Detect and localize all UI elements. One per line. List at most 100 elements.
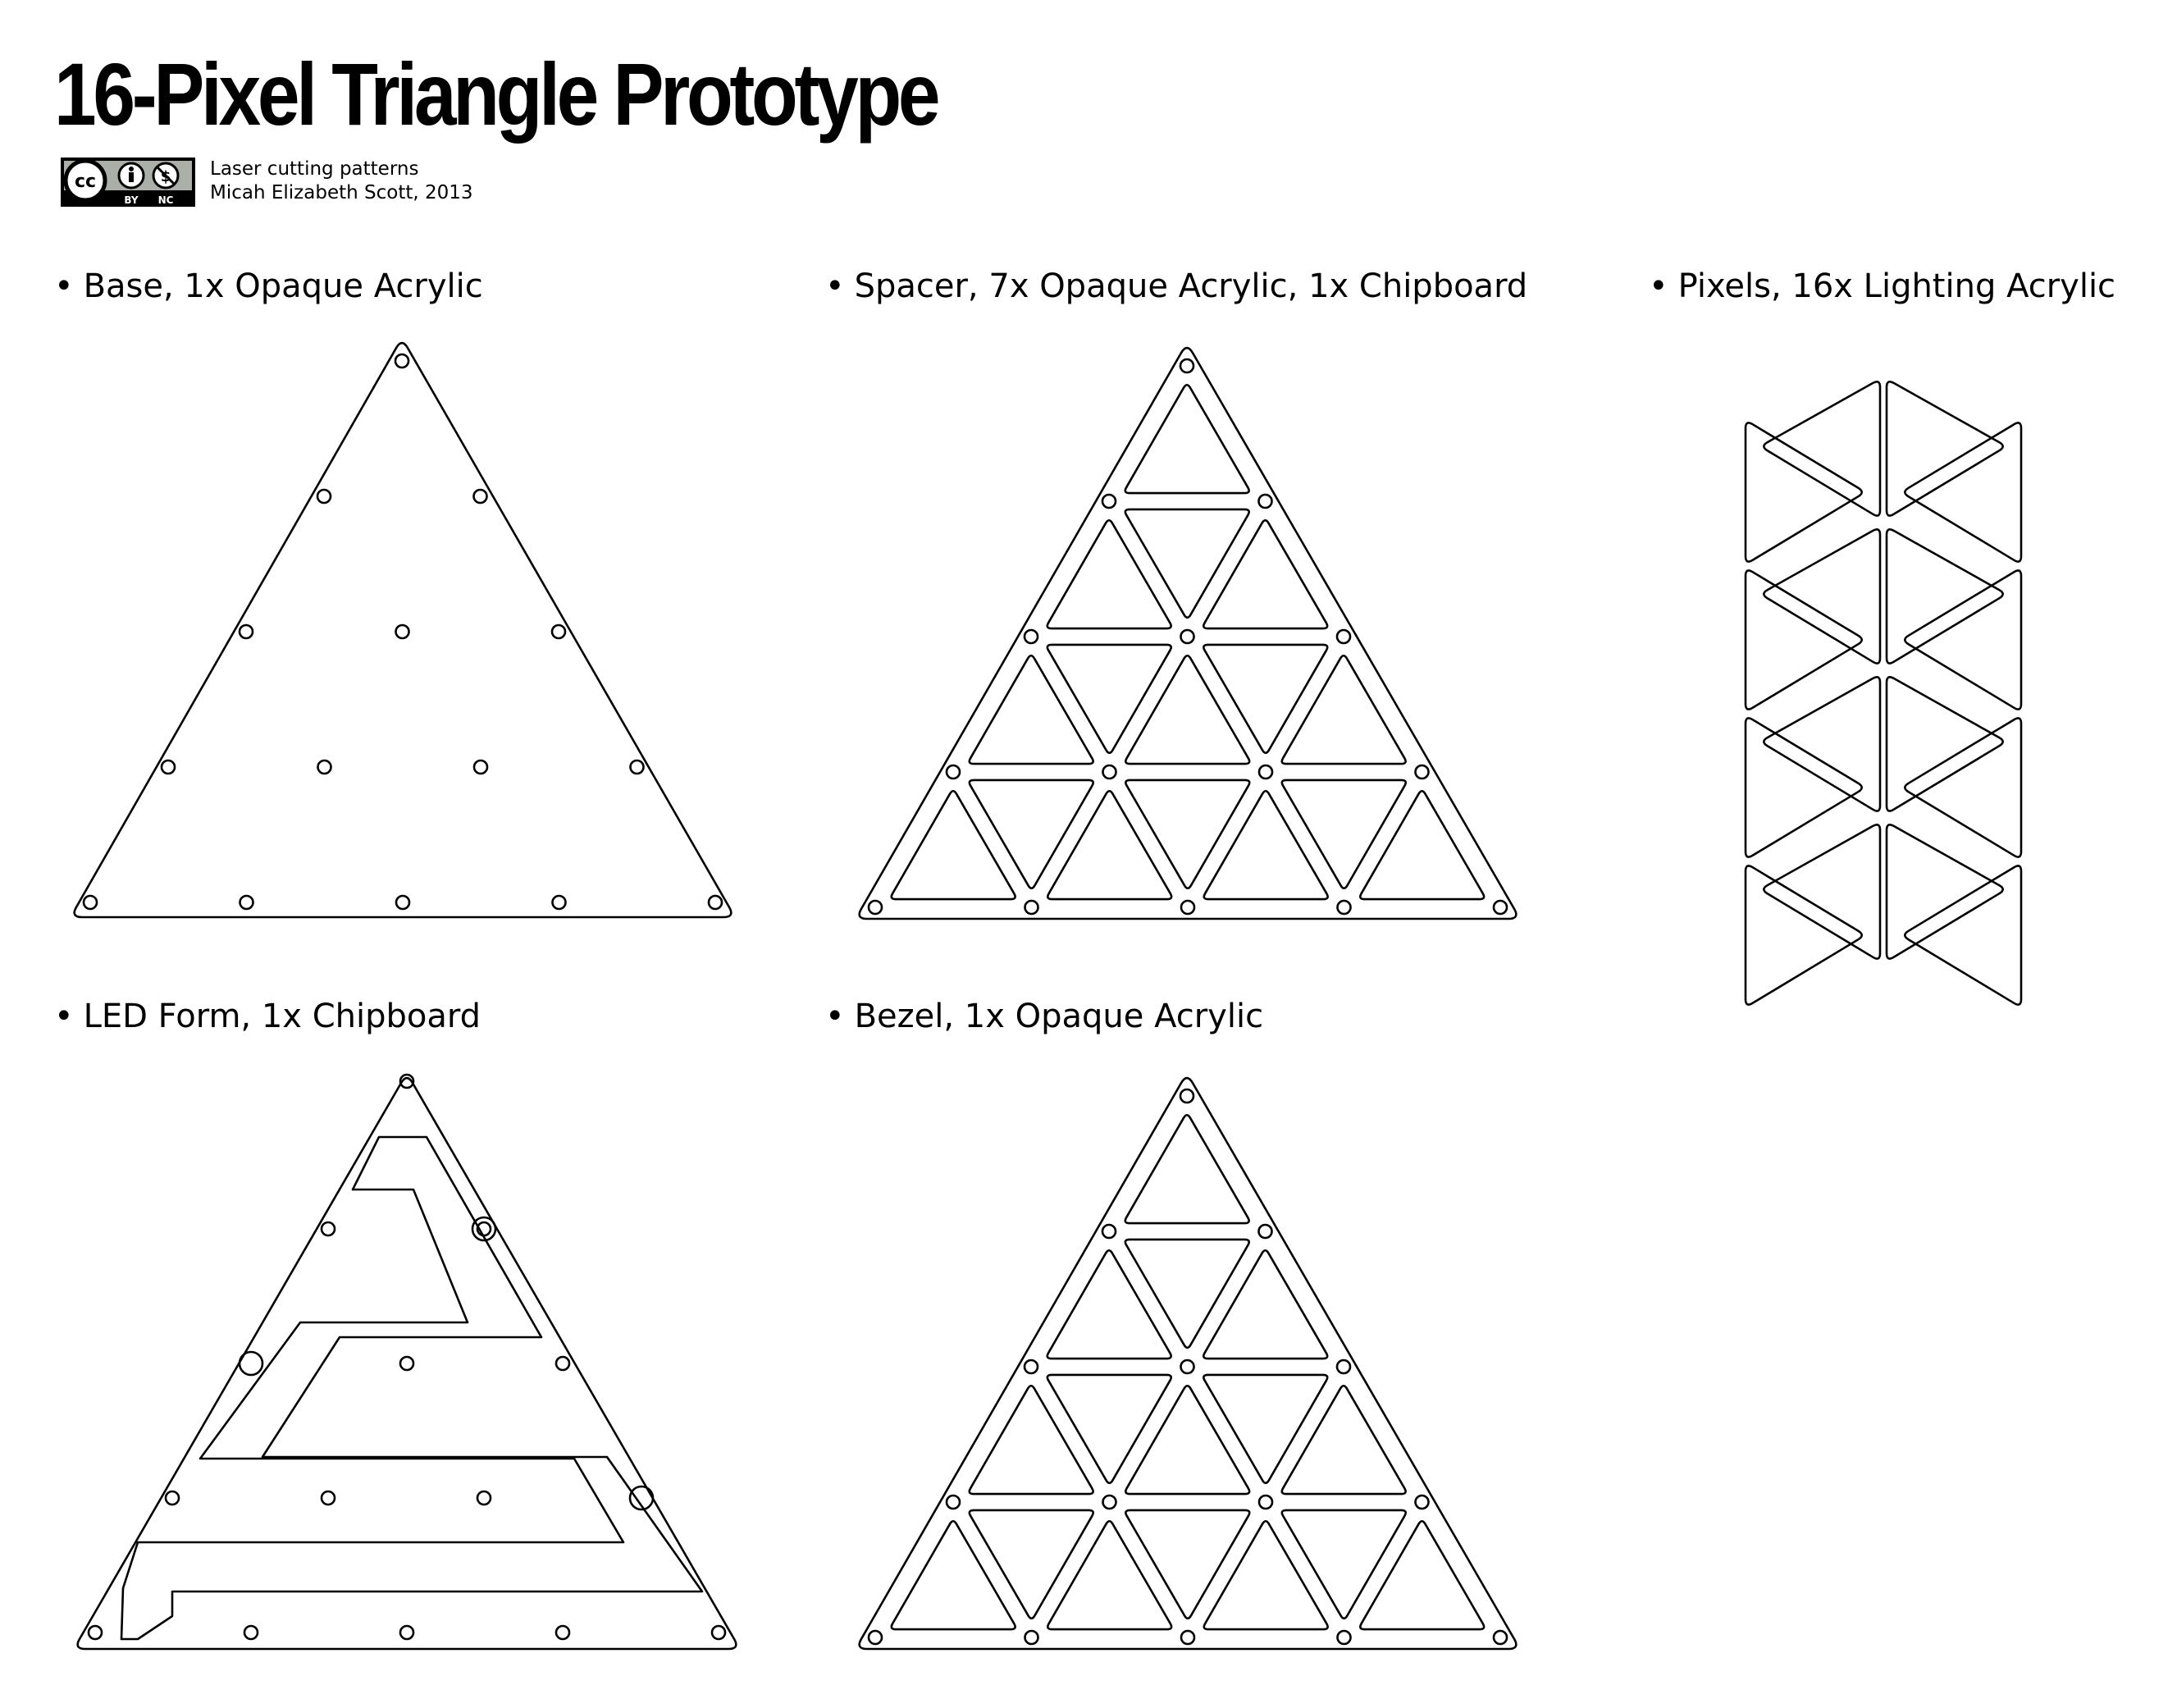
mounting-hole (82, 894, 98, 911)
base-label-text: Base, 1x Opaque Acrylic (83, 267, 483, 305)
mounting-hole (1492, 899, 1508, 916)
pixel-triangle (1904, 865, 2023, 1006)
mounting-hole (476, 1490, 492, 1506)
mounting-hole (1102, 1494, 1117, 1510)
alignment-ring (238, 1350, 264, 1377)
pixel-window (1203, 1373, 1329, 1485)
mounting-hole (1257, 764, 1274, 780)
pixel-window (1046, 1249, 1172, 1360)
pixel-window (1124, 508, 1250, 619)
mounting-hole (320, 1490, 336, 1506)
pixel-window (1280, 1509, 1407, 1620)
pixel-window (1359, 1519, 1486, 1631)
mounting-hole (1335, 628, 1352, 645)
mounting-hole (1101, 1223, 1117, 1240)
mounting-hole (945, 1494, 961, 1510)
mounting-hole (550, 623, 567, 640)
pixel-window (1125, 654, 1251, 765)
pixel-triangle (1904, 717, 2023, 858)
mounting-hole (555, 1624, 571, 1641)
pixel-triangle (1763, 824, 1882, 960)
mounting-hole (1414, 1494, 1430, 1510)
pixel-window (890, 789, 1016, 901)
bezel-section-label: • Bezel, 1x Opaque Acrylic (825, 998, 1264, 1035)
mounting-hole (160, 759, 176, 775)
mounting-hole (1102, 764, 1117, 780)
mounting-hole (87, 1624, 103, 1641)
pixel-window (1047, 1519, 1173, 1631)
mounting-hole (316, 488, 332, 505)
pixel-window (968, 1509, 1094, 1620)
mounting-hole (1257, 1494, 1274, 1510)
credit-line-1: Laser cutting patterns (210, 158, 419, 180)
mounting-hole (551, 894, 567, 911)
mounting-hole (395, 894, 411, 911)
mounting-hole (710, 1624, 727, 1641)
pixel-triangle (1763, 381, 1882, 517)
bezel-label-text: Bezel, 1x Opaque Acrylic (854, 998, 1264, 1035)
mounting-hole (555, 1355, 571, 1372)
alignment-ring (628, 1485, 655, 1511)
pixel-triangle (1904, 422, 2023, 563)
bezel-plate (858, 1076, 1518, 1651)
spacer-section-label: • Spacer, 7x Opaque Acrylic, 1x Chipboard (825, 267, 1528, 305)
license-nc-label: NC (158, 194, 174, 206)
credit-line-2: Micah Elizabeth Scott, 2013 (210, 182, 473, 203)
mounting-hole (238, 623, 254, 640)
credit-block: Laser cutting patterns Micah Elizabeth S… (210, 158, 473, 205)
pixel-triangle (1744, 865, 1863, 1006)
pixel-window (1046, 643, 1172, 755)
license-by-label: BY (124, 194, 138, 206)
mounting-hole (472, 488, 488, 505)
mounting-hole (1024, 1629, 1039, 1646)
pixel-window (1280, 1384, 1407, 1496)
pixel-window (1046, 518, 1172, 630)
mounting-hole (239, 894, 254, 911)
mounting-hole (867, 1629, 883, 1646)
mounting-hole (476, 1221, 492, 1237)
mounting-hole (1024, 899, 1039, 916)
mounting-hole (399, 1073, 415, 1089)
pixel-window (1125, 1384, 1251, 1496)
mounting-hole (1257, 1223, 1273, 1240)
pixel-window (1203, 789, 1329, 901)
pixel-window (968, 779, 1094, 890)
mounting-hole (399, 1355, 415, 1372)
pixel-triangle (1763, 676, 1882, 812)
mounting-hole (320, 1221, 336, 1237)
pixel-window (1203, 1519, 1329, 1631)
pixel-window (1125, 1509, 1251, 1620)
pixel-window (1280, 779, 1407, 890)
pixel-triangle (1885, 676, 2004, 812)
mounting-hole (1023, 1359, 1039, 1375)
led-form-label-text: LED Form, 1x Chipboard (83, 998, 481, 1035)
pixels-label-text: Pixels, 16x Lighting Acrylic (1677, 267, 2116, 305)
svg-text:cc: cc (75, 171, 96, 192)
mounting-hole (1180, 1359, 1195, 1375)
spacer-plate (858, 346, 1518, 920)
pixel-window (1125, 779, 1251, 890)
base-section-label: • Base, 1x Opaque Acrylic (54, 267, 483, 305)
pixel-triangle (1744, 569, 1863, 710)
pixel-window (1124, 383, 1250, 495)
mounting-hole (1492, 1629, 1508, 1646)
pixel-triangle (1744, 422, 1863, 563)
pixel-triangle (1885, 528, 2004, 664)
pixel-window (1359, 789, 1486, 901)
pixel-triangle (1763, 528, 1882, 664)
page-title: 16-Pixel Triangle Prototype (54, 44, 941, 144)
mounting-hole (399, 1624, 415, 1641)
mounting-hole (1336, 1629, 1352, 1646)
mounting-hole (1180, 628, 1195, 645)
mounting-hole (472, 759, 489, 775)
mounting-hole (1179, 1088, 1195, 1104)
creative-commons-icon: cc $ BY NC (61, 158, 195, 207)
pixel-triangle (1904, 569, 2023, 710)
mounting-hole (395, 623, 410, 640)
pixel-window (890, 1519, 1016, 1631)
mounting-hole (1335, 1359, 1352, 1375)
mounting-hole (945, 764, 961, 780)
led-form-outline (76, 1076, 737, 1651)
pixel-triangle (1885, 824, 2004, 960)
led-channel (120, 1135, 704, 1641)
